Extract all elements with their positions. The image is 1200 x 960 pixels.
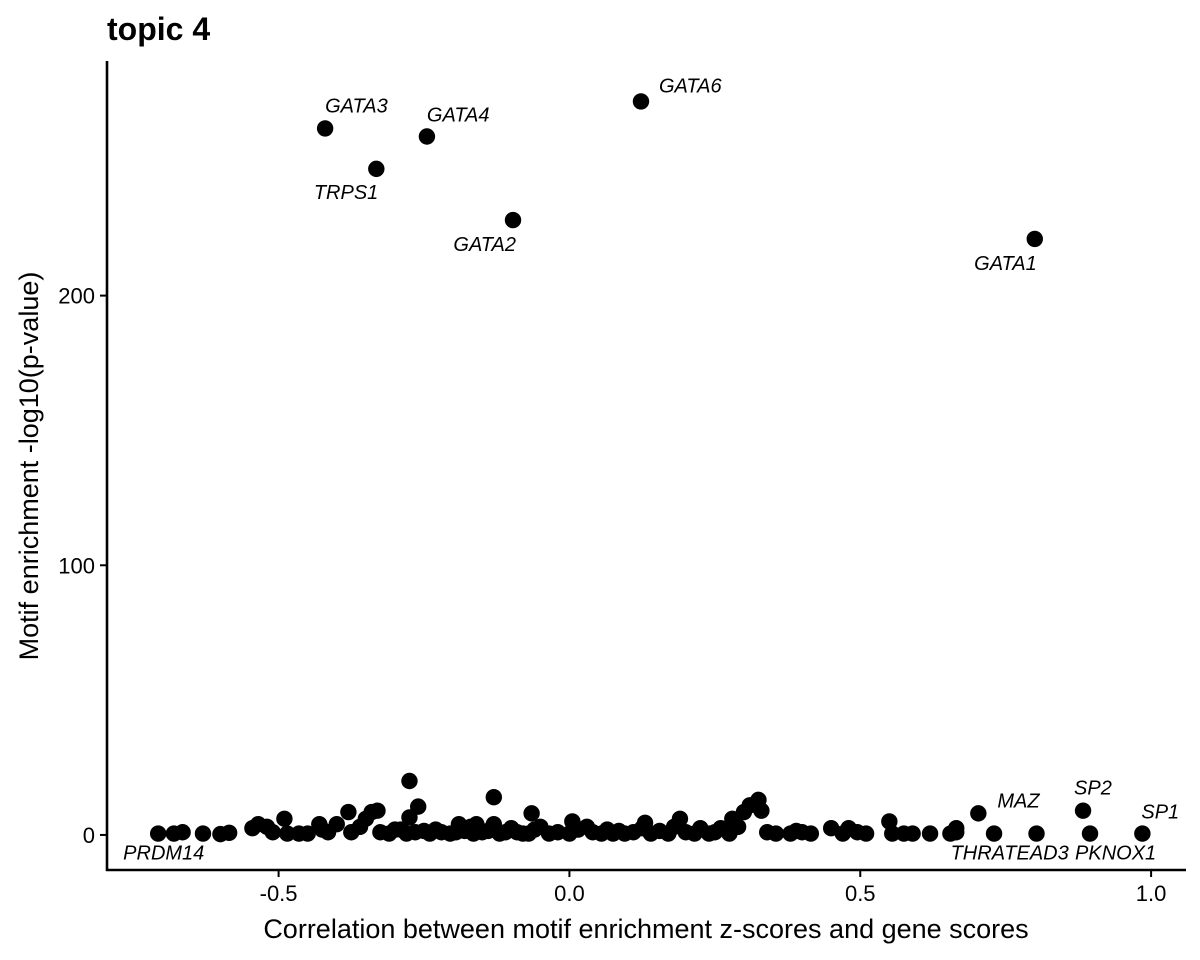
x-tick-label: 1.0: [1136, 881, 1167, 906]
axes: [105, 61, 1186, 872]
point-label-gata4: GATA4: [427, 105, 490, 127]
x-tick-label: 0.5: [845, 881, 876, 906]
data-point: [729, 818, 747, 836]
y-axis-title: Motif enrichment -log10(p-value): [14, 272, 44, 661]
point-label-gata1: GATA1: [974, 253, 1037, 275]
data-point: [279, 825, 296, 842]
data-point: [369, 802, 386, 819]
data-point-gata6: [632, 93, 650, 110]
point-labels-layer: GATA6 GATA3 GATA4 TRPS1 GATA2 GATA1 SP2 MAZ SP1 P…: [123, 75, 1179, 864]
data-point: [753, 802, 770, 819]
data-point: [523, 805, 540, 822]
y-ticks: 0 100 200: [58, 284, 107, 848]
data-point: [409, 798, 427, 815]
data-point: [485, 788, 503, 806]
chart-title: topic 4: [107, 11, 210, 47]
data-point: [299, 825, 316, 842]
data-point-thra: [985, 825, 1003, 842]
data-point: [340, 803, 357, 821]
data-point: [220, 824, 238, 841]
point-label-prdm14: PRDM14: [123, 843, 204, 865]
point-label-trps1: TRPS1: [314, 182, 378, 204]
data-point-trps1: [368, 160, 385, 178]
data-point-gata3: [316, 120, 334, 137]
data-point: [904, 825, 921, 842]
data-point-pknox1: [1081, 825, 1099, 842]
y-tick-label: 100: [58, 553, 95, 578]
point-label-sp1: SP1: [1141, 802, 1179, 824]
point-label-sp2: SP2: [1074, 778, 1112, 800]
point-label-pknox1: PKNOX1: [1075, 843, 1156, 865]
point-label-gata2: GATA2: [453, 234, 516, 256]
point-label-maz: MAZ: [997, 790, 1040, 812]
data-point: [767, 825, 785, 842]
x-axis-title: Correlation between motif enrichment z-s…: [263, 914, 1028, 944]
x-tick-label: -0.5: [260, 881, 298, 906]
data-point: [921, 825, 939, 842]
data-point: [948, 824, 965, 841]
data-point-sp1: [1134, 825, 1151, 842]
data-point: [884, 825, 901, 842]
point-label-tead3: TEAD3: [1004, 843, 1068, 865]
x-ticks: -0.5 0.0 0.5 1.0: [260, 870, 1167, 906]
point-label-gata3: GATA3: [325, 95, 388, 117]
data-point-tead3: [1028, 825, 1045, 842]
data-point: [174, 824, 191, 841]
point-label-thra: THRA: [951, 843, 1005, 865]
data-point: [671, 810, 689, 827]
points-layer: [149, 93, 1151, 843]
x-tick-label: 0.0: [554, 881, 585, 906]
data-point-maz: [970, 805, 987, 822]
data-point: [264, 824, 281, 841]
y-tick-label: 0: [83, 823, 95, 848]
data-point: [328, 815, 345, 833]
data-point-gata1: [1026, 230, 1043, 248]
data-point: [802, 825, 820, 842]
y-tick-label: 200: [58, 284, 95, 309]
data-point: [276, 810, 293, 827]
data-point-gata4: [418, 128, 436, 145]
data-point-prdm14: [149, 825, 167, 842]
data-point-sp2: [1074, 802, 1092, 819]
data-point-gata2: [504, 211, 522, 229]
data-point: [857, 825, 875, 842]
point-label-gata6: GATA6: [659, 75, 722, 97]
data-point: [194, 825, 212, 842]
data-point: [401, 772, 418, 790]
